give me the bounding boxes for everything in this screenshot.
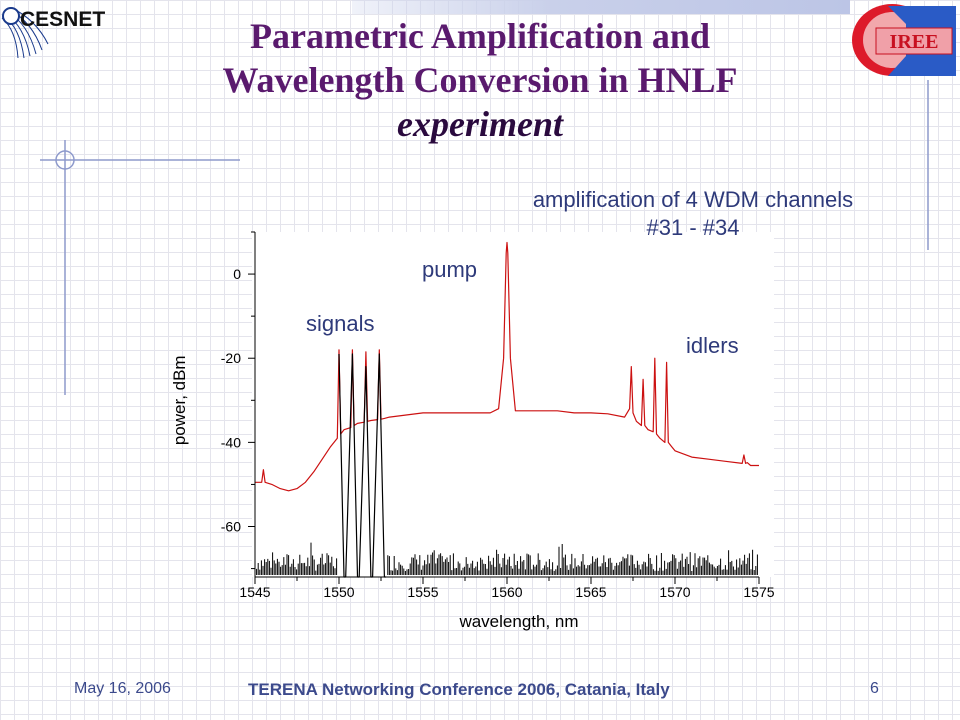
title-line-2: Wavelength Conversion in HNLF	[222, 60, 738, 100]
y-tick-label: -40	[221, 434, 241, 450]
y-tick-label: -60	[221, 519, 241, 535]
annotation-idlers: idlers	[686, 333, 739, 358]
x-tick-label: 1545	[239, 584, 270, 600]
y-tick-label: -20	[221, 350, 241, 366]
title-line-1: Parametric Amplification and	[250, 16, 710, 56]
x-tick-label: 1565	[575, 584, 606, 600]
x-tick-label: 1555	[407, 584, 438, 600]
x-tick-label: 1560	[491, 584, 522, 600]
annotation-pump: pump	[422, 257, 478, 282]
iree-logo-text: IREE	[890, 31, 939, 53]
x-tick-label: 1550	[323, 584, 354, 600]
iree-logo: IREE	[852, 4, 956, 76]
x-tick-label: 1570	[659, 584, 690, 600]
annotation-signals: signals	[306, 311, 375, 336]
annotation-amplification-line2: #31 - #34	[646, 215, 740, 240]
y-axis-label: power, dBm	[170, 355, 189, 445]
cesnet-logo: CESNET	[1, 7, 105, 59]
output-spectrum-line	[255, 241, 759, 492]
title-line-3: experiment	[397, 104, 563, 144]
decorative-crosshair	[40, 140, 240, 395]
annotation-amplification: amplification of 4 WDM channels #31 - #3…	[488, 186, 898, 242]
slide-title: Parametric Amplification and Wavelength …	[100, 14, 860, 146]
decorative-right-line	[927, 80, 929, 250]
header-gradient-bar	[352, 0, 850, 14]
annotation-amplification-line1: amplification of 4 WDM channels	[532, 187, 854, 212]
y-tick-label: 0	[233, 266, 241, 282]
cesnet-logo-text: CESNET	[20, 8, 105, 31]
x-tick-label: 1575	[743, 584, 774, 600]
plot-area	[252, 232, 774, 577]
footer-page-number: 6	[870, 680, 879, 697]
footer-date: May 16, 2006	[74, 680, 171, 697]
footer-conference: TERENA Networking Conference 2006, Catan…	[248, 680, 670, 699]
x-axis-label: wavelength, nm	[458, 612, 578, 631]
